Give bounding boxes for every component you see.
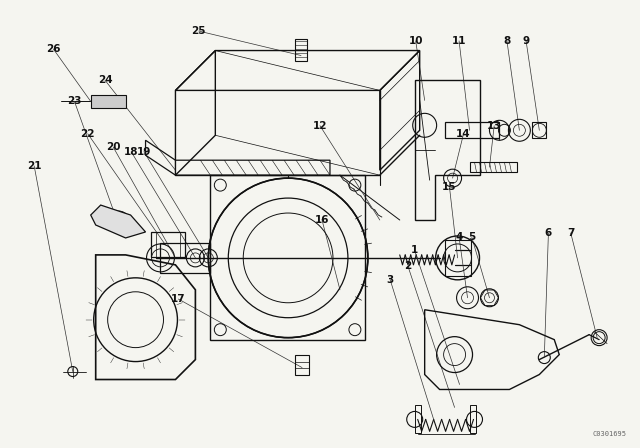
Polygon shape: [91, 95, 125, 108]
Text: 23: 23: [67, 96, 82, 106]
Text: 10: 10: [408, 36, 423, 46]
Text: 19: 19: [137, 146, 151, 157]
Bar: [470, 405, 476, 433]
Bar: [211, 175, 365, 340]
Bar: [295, 39, 307, 60]
Text: 17: 17: [171, 294, 186, 304]
Text: 24: 24: [98, 75, 112, 85]
Text: 2: 2: [404, 262, 412, 271]
Bar: [470, 162, 517, 172]
Text: 14: 14: [456, 129, 471, 139]
Bar: [445, 122, 499, 138]
Text: 1: 1: [411, 245, 418, 255]
Text: 7: 7: [567, 228, 575, 238]
Text: 11: 11: [452, 36, 467, 46]
Text: 6: 6: [545, 228, 552, 238]
Text: C0301695: C0301695: [592, 431, 626, 437]
Text: 18: 18: [124, 146, 138, 157]
Text: 5: 5: [468, 233, 476, 242]
Bar: [161, 243, 211, 273]
Text: 26: 26: [46, 44, 61, 54]
Text: 4: 4: [456, 233, 463, 242]
Text: 3: 3: [387, 275, 394, 285]
Polygon shape: [91, 205, 145, 238]
Text: 8: 8: [503, 36, 511, 46]
Bar: [415, 405, 420, 433]
Text: 16: 16: [315, 215, 329, 224]
Bar: [150, 232, 186, 257]
Text: 20: 20: [106, 142, 120, 152]
Text: 12: 12: [313, 121, 327, 131]
Bar: [445, 240, 470, 276]
Text: 25: 25: [191, 26, 206, 36]
Text: 9: 9: [522, 36, 530, 46]
Bar: [295, 355, 309, 375]
Bar: [532, 122, 547, 138]
Text: 22: 22: [81, 129, 95, 139]
Text: 15: 15: [442, 182, 457, 192]
Text: 13: 13: [487, 121, 501, 131]
Text: 21: 21: [27, 161, 42, 171]
